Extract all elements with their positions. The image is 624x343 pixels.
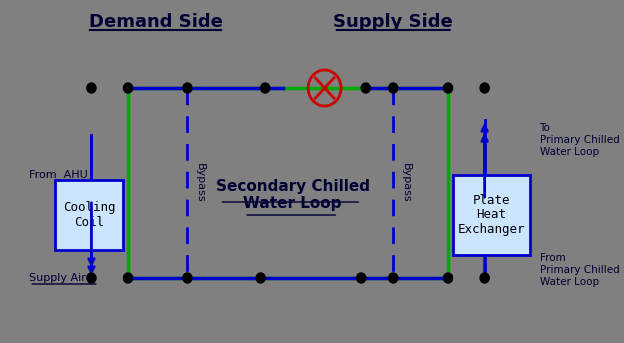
Circle shape bbox=[480, 273, 489, 283]
Circle shape bbox=[361, 83, 370, 93]
Text: Secondary Chilled
Water Loop: Secondary Chilled Water Loop bbox=[216, 179, 369, 211]
Circle shape bbox=[124, 273, 132, 283]
Circle shape bbox=[183, 273, 192, 283]
Circle shape bbox=[480, 83, 489, 93]
Circle shape bbox=[87, 273, 96, 283]
Text: From  AHU: From AHU bbox=[29, 170, 88, 180]
Text: Bypass: Bypass bbox=[401, 163, 411, 203]
Text: Cooling
Coil: Cooling Coil bbox=[63, 201, 115, 229]
Circle shape bbox=[261, 83, 270, 93]
Circle shape bbox=[87, 83, 96, 93]
Circle shape bbox=[389, 273, 397, 283]
Circle shape bbox=[183, 83, 192, 93]
FancyBboxPatch shape bbox=[452, 175, 530, 255]
Text: To
Primary Chilled
Water Loop: To Primary Chilled Water Loop bbox=[540, 123, 619, 157]
Circle shape bbox=[444, 273, 452, 283]
Circle shape bbox=[256, 273, 265, 283]
Text: From
Primary Chilled
Water Loop: From Primary Chilled Water Loop bbox=[540, 253, 619, 287]
Circle shape bbox=[444, 83, 452, 93]
Circle shape bbox=[389, 83, 397, 93]
Text: Plate
Heat
Exchanger: Plate Heat Exchanger bbox=[458, 193, 525, 237]
Text: Supply Side: Supply Side bbox=[333, 13, 453, 31]
Text: Bypass: Bypass bbox=[195, 163, 205, 203]
Text: Demand Side: Demand Side bbox=[89, 13, 222, 31]
FancyBboxPatch shape bbox=[55, 180, 124, 250]
Circle shape bbox=[124, 83, 132, 93]
Text: Supply Air: Supply Air bbox=[29, 273, 86, 283]
Circle shape bbox=[357, 273, 366, 283]
